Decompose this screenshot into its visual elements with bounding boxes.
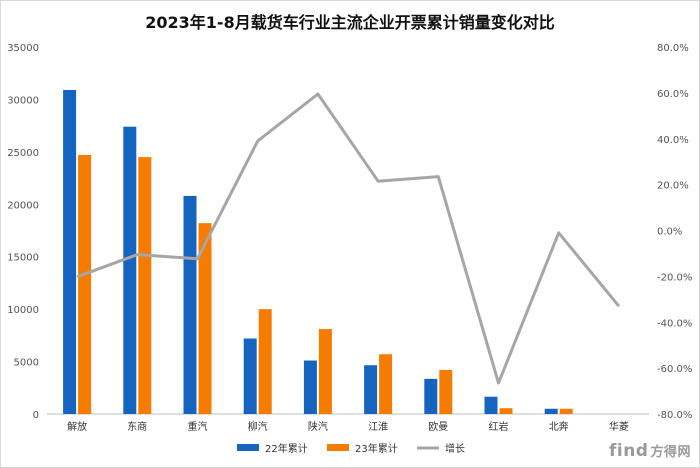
x-axis-category-label: 柳汽 [248, 420, 268, 433]
bar-23-4 [318, 329, 332, 414]
bar-23-0 [78, 155, 92, 414]
bar-22-0 [63, 89, 77, 415]
left-axis-tick-label: 35000 [7, 43, 39, 54]
bar-23-6 [439, 369, 453, 414]
bar-22-5 [364, 365, 378, 414]
bar-23-1 [138, 157, 152, 414]
left-axis-tick-label: 30000 [7, 95, 39, 106]
x-axis-category-label: 江淮 [368, 421, 388, 433]
legend-swatch-1 [327, 444, 349, 451]
x-axis-category-label: 红岩 [489, 420, 509, 433]
right-axis-tick-label: 80.0% [657, 43, 689, 54]
left-axis-tick-label: 25000 [7, 148, 39, 159]
x-axis-category-label: 华菱 [609, 420, 629, 433]
bar-22-3 [243, 338, 257, 414]
bar-23-7 [499, 408, 513, 414]
right-axis-tick-label: -20.0% [657, 272, 692, 283]
left-axis-tick-label: 10000 [7, 305, 39, 316]
legend-swatch-0 [237, 444, 259, 451]
bar-23-8 [559, 408, 573, 414]
bar-22-1 [123, 126, 137, 414]
legend-label-0: 22年累计 [265, 442, 308, 455]
x-axis-category-label: 东商 [127, 420, 147, 433]
right-axis-tick-label: -40.0% [657, 318, 692, 329]
right-axis-tick-label: -60.0% [657, 364, 692, 375]
legend-label-2: 增长 [445, 442, 465, 455]
left-axis-tick-label: 0 [33, 410, 39, 421]
bar-22-2 [183, 195, 197, 414]
x-axis-category-label: 欧曼 [428, 421, 448, 433]
chart-title: 2023年1-8月载货车行业主流企业开票累计销量变化对比 [145, 13, 555, 32]
bar-23-3 [258, 309, 272, 414]
left-axis-tick-label: 20000 [7, 200, 39, 211]
growth-line [76, 92, 621, 385]
left-axis-tick-label: 15000 [7, 253, 39, 264]
bar-22-4 [303, 360, 317, 414]
x-axis-category-label: 解放 [67, 420, 87, 433]
bar-22-8 [544, 408, 558, 414]
right-axis-tick-label: 20.0% [657, 181, 689, 192]
x-axis-category-label: 重汽 [188, 420, 208, 433]
left-axis-tick-label: 5000 [14, 358, 39, 369]
right-axis-tick-label: 60.0% [657, 89, 689, 100]
watermark-logo: find 方得网 [608, 441, 691, 461]
legend-label-1: 23年累计 [355, 442, 398, 455]
right-axis-tick-label: -80.0% [657, 410, 692, 421]
x-axis-category-label: 陕汽 [308, 420, 328, 433]
right-axis-tick-label: 40.0% [657, 135, 689, 146]
right-axis-tick-label: 0.0% [657, 227, 682, 238]
bar-22-6 [424, 378, 438, 414]
bar-23-2 [198, 223, 212, 414]
bar-23-5 [379, 354, 393, 414]
bar-22-7 [484, 396, 498, 414]
x-axis-category-label: 北奔 [549, 420, 569, 433]
